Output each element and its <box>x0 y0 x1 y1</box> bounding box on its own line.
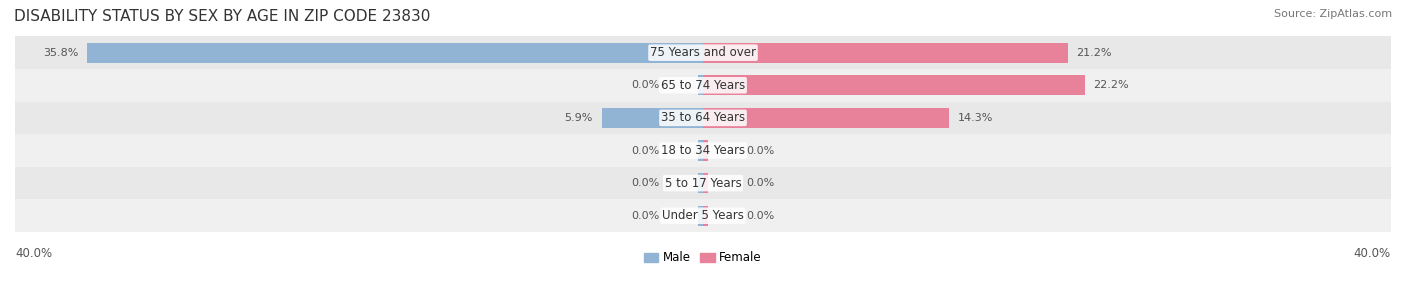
Text: 5.9%: 5.9% <box>565 113 593 123</box>
Text: 22.2%: 22.2% <box>1094 80 1129 90</box>
Bar <box>697 140 703 161</box>
Text: 0.0%: 0.0% <box>631 80 659 90</box>
Bar <box>703 206 709 226</box>
Bar <box>15 199 1391 232</box>
Bar <box>697 173 703 193</box>
Bar <box>703 140 709 161</box>
Bar <box>15 69 1391 102</box>
Bar <box>15 134 1391 167</box>
Text: 0.0%: 0.0% <box>631 178 659 188</box>
Text: Source: ZipAtlas.com: Source: ZipAtlas.com <box>1274 9 1392 19</box>
Bar <box>697 75 703 95</box>
Bar <box>703 75 1085 95</box>
Text: 35 to 64 Years: 35 to 64 Years <box>661 111 745 124</box>
Bar <box>87 42 703 63</box>
Text: 14.3%: 14.3% <box>957 113 993 123</box>
Text: 75 Years and over: 75 Years and over <box>650 46 756 59</box>
Text: 35.8%: 35.8% <box>44 48 79 58</box>
Text: 0.0%: 0.0% <box>631 145 659 156</box>
Text: 0.0%: 0.0% <box>747 211 775 221</box>
Text: 0.0%: 0.0% <box>747 145 775 156</box>
Text: 0.0%: 0.0% <box>747 178 775 188</box>
Text: 18 to 34 Years: 18 to 34 Years <box>661 144 745 157</box>
Text: Under 5 Years: Under 5 Years <box>662 209 744 222</box>
Bar <box>15 102 1391 134</box>
Bar <box>697 206 703 226</box>
Text: 5 to 17 Years: 5 to 17 Years <box>665 177 741 190</box>
Text: 0.0%: 0.0% <box>631 211 659 221</box>
Bar <box>703 42 1067 63</box>
Bar <box>703 173 709 193</box>
Bar <box>703 108 949 128</box>
Text: 65 to 74 Years: 65 to 74 Years <box>661 79 745 92</box>
Bar <box>602 108 703 128</box>
Text: 40.0%: 40.0% <box>15 247 52 260</box>
Bar <box>15 36 1391 69</box>
Text: 21.2%: 21.2% <box>1076 48 1112 58</box>
Legend: Male, Female: Male, Female <box>640 247 766 269</box>
Text: 40.0%: 40.0% <box>1354 247 1391 260</box>
Text: DISABILITY STATUS BY SEX BY AGE IN ZIP CODE 23830: DISABILITY STATUS BY SEX BY AGE IN ZIP C… <box>14 9 430 24</box>
Bar <box>15 167 1391 199</box>
